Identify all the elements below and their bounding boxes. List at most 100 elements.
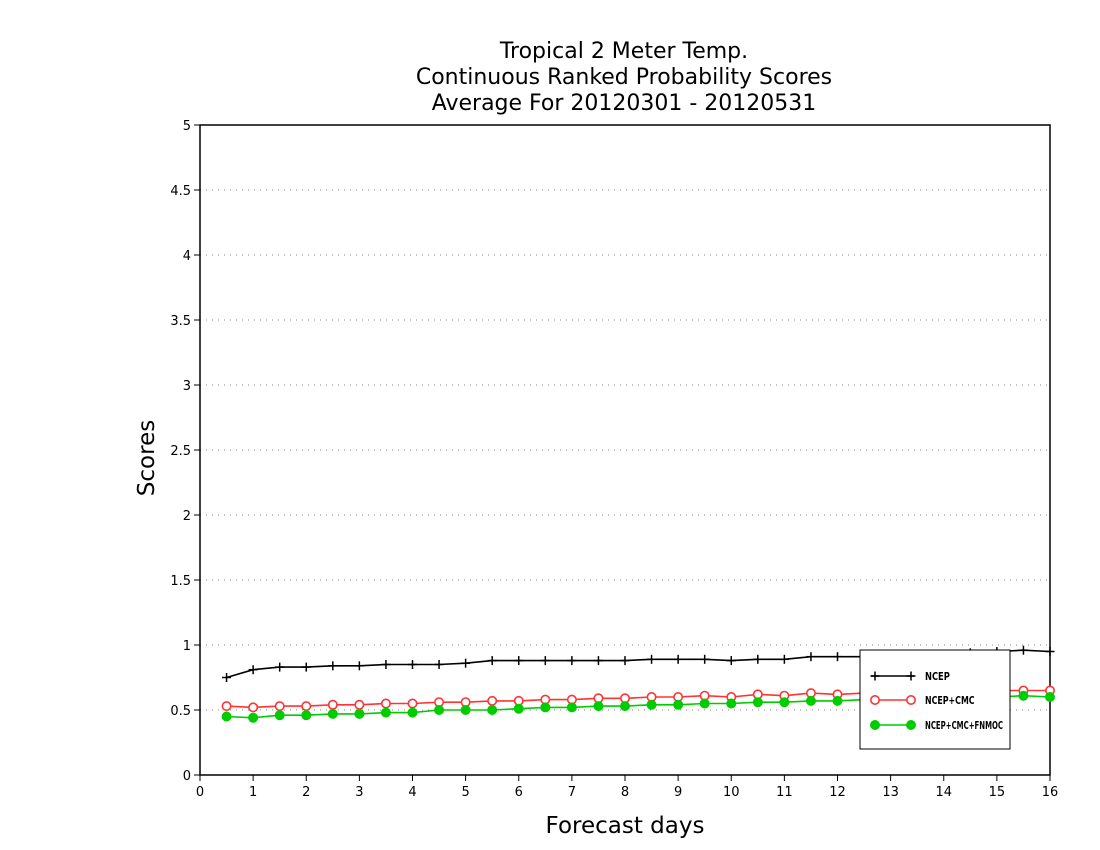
x-tick-label: 2 — [302, 785, 310, 800]
title-line-1: Tropical 2 Meter Temp. — [499, 39, 748, 64]
data-point — [566, 702, 577, 713]
data-point — [222, 673, 232, 682]
legend: NCEP NCEP+CMC NCEP+CMC+FNMOC — [859, 649, 1011, 750]
axis-ticks: 00.511.522.533.544.550 1 2 3 4 5 6 7 8 9 10 11 12 13 1… — [170, 119, 1058, 800]
data-point — [407, 698, 418, 709]
data-point — [779, 697, 790, 708]
grid — [200, 189, 1050, 711]
data-point — [1018, 645, 1028, 655]
data-point — [726, 656, 736, 666]
legend-item: NCEP+CMC — [869, 694, 975, 707]
data-point — [274, 710, 285, 721]
legend-label: NCEP+CMC — [925, 694, 975, 707]
data-point — [328, 661, 338, 671]
data-point — [646, 699, 657, 710]
data-point — [699, 698, 710, 709]
data-point — [1045, 692, 1055, 702]
data-point — [248, 665, 258, 675]
data-point — [673, 654, 683, 664]
data-point — [806, 652, 816, 662]
data-point — [647, 654, 657, 664]
data-point — [381, 660, 391, 669]
y-tick-label: 3 — [183, 379, 191, 394]
data-point — [487, 656, 497, 666]
data-point — [832, 695, 843, 706]
data-point — [407, 707, 418, 718]
legend-marker-end — [906, 720, 916, 730]
chart-title: Tropical 2 Meter Temp. Continuous Ranked… — [416, 39, 832, 116]
y-tick-label: 1 — [183, 639, 191, 654]
x-tick-label: 14 — [935, 785, 952, 800]
x-tick-label: 7 — [568, 785, 576, 800]
x-tick-label: 16 — [1042, 785, 1059, 800]
legend-marker-end — [905, 694, 916, 705]
y-tick-label: 5 — [183, 119, 191, 134]
legend-marker-start — [870, 720, 880, 730]
data-point — [726, 698, 737, 709]
x-tick-label: 12 — [829, 785, 846, 800]
data-point — [327, 708, 338, 719]
x-tick-label: 15 — [989, 785, 1006, 800]
y-tick-label: 2.5 — [170, 444, 191, 459]
data-point — [301, 701, 312, 712]
x-tick-label: 0 — [196, 785, 204, 800]
x-tick-label: 8 — [621, 785, 629, 800]
data-point — [434, 660, 444, 669]
data-point — [354, 708, 365, 719]
data-point — [752, 697, 763, 708]
y-axis-label: Scores — [134, 420, 160, 496]
data-point — [700, 654, 710, 664]
y-tick-label: 4 — [183, 249, 191, 264]
data-point — [513, 703, 524, 714]
y-tick-label: 2 — [183, 509, 191, 524]
x-tick-label: 1 — [249, 785, 257, 800]
data-point — [221, 701, 232, 712]
data-point — [434, 705, 445, 715]
data-point — [1045, 647, 1055, 656]
data-point — [487, 695, 498, 706]
data-point — [620, 656, 630, 666]
x-tick-label: 4 — [408, 785, 416, 800]
data-point — [275, 662, 285, 672]
data-point — [354, 699, 365, 710]
legend-label: NCEP — [925, 670, 950, 683]
legend-marker-start — [870, 671, 880, 681]
data-point — [274, 701, 285, 712]
data-point — [487, 705, 498, 715]
data-point — [673, 699, 684, 710]
legend-item: NCEP — [870, 670, 950, 683]
data-point — [567, 656, 577, 666]
x-tick-label: 6 — [515, 785, 523, 800]
data-point — [805, 695, 816, 706]
data-point — [301, 710, 312, 721]
x-tick-label: 3 — [355, 785, 363, 800]
data-point — [301, 662, 311, 672]
data-point — [593, 656, 603, 666]
data-point — [327, 699, 338, 710]
y-tick-label: 0.5 — [170, 704, 191, 719]
data-point — [221, 711, 232, 722]
x-tick-label: 5 — [461, 785, 469, 800]
data-point — [248, 712, 259, 723]
data-point — [408, 660, 417, 669]
data-point — [593, 701, 604, 712]
y-tick-label: 3.5 — [170, 314, 191, 329]
legend-label: NCEP+CMC+FNMOC — [925, 719, 1003, 732]
data-point — [1018, 690, 1029, 701]
data-point — [514, 656, 524, 666]
data-point — [753, 654, 763, 664]
data-point — [380, 698, 391, 709]
data-point — [354, 661, 364, 671]
data-point — [380, 707, 391, 718]
data-point — [461, 658, 471, 668]
data-point — [248, 702, 259, 713]
title-line-2: Continuous Ranked Probability Scores — [416, 65, 832, 90]
legend-marker-end — [906, 671, 916, 681]
x-tick-label: 9 — [674, 785, 682, 800]
data-point — [540, 656, 550, 666]
x-tick-label: 10 — [723, 785, 740, 800]
data-point — [779, 654, 789, 664]
y-tick-label: 4.5 — [170, 184, 191, 199]
data-point — [620, 701, 630, 712]
